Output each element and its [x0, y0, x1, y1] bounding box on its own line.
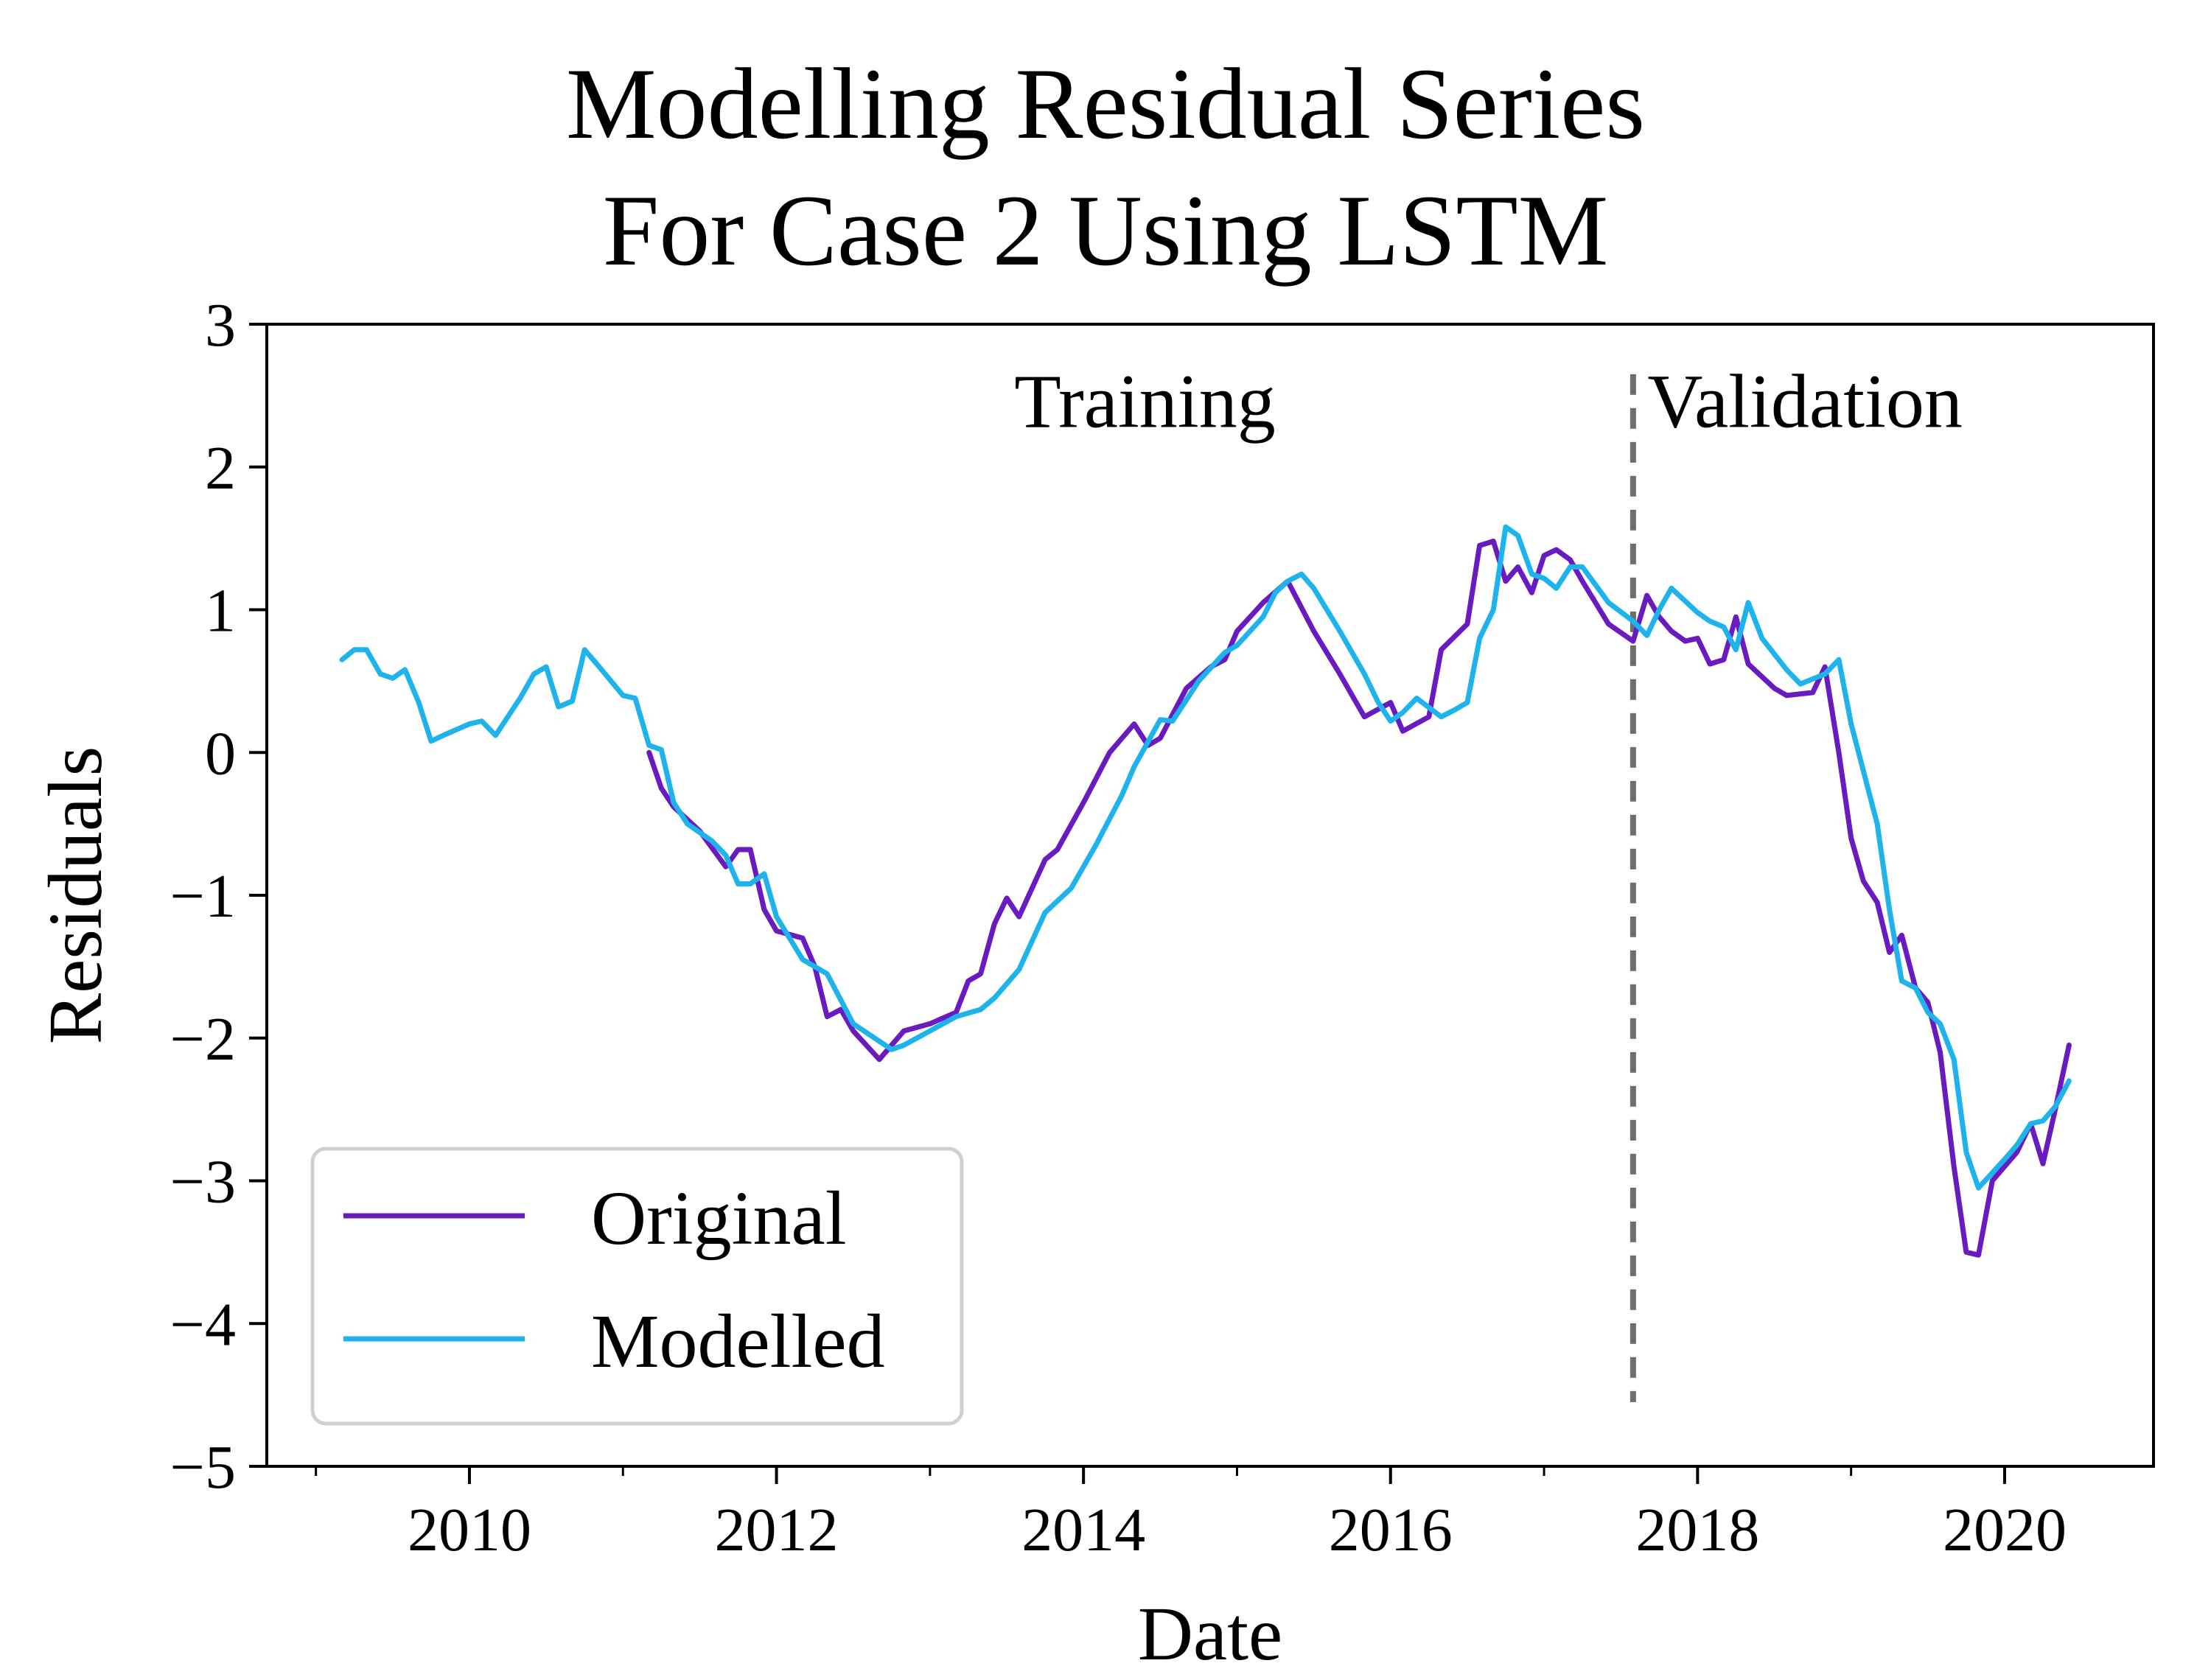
x-tick-label: 2020 [1943, 1496, 2067, 1564]
legend: Original Modelled [310, 1147, 964, 1426]
x-tick-label: 2014 [1021, 1496, 1145, 1564]
legend-label-original: Original [591, 1176, 847, 1261]
axes-layer: 2010 2012 2014 2016 2018 2020 3 2 1 0 −1 −2 −3 −4 −5 [170, 291, 2067, 1564]
annotation-training: Training [1014, 360, 1275, 444]
series-line-modelled [339, 524, 2072, 1191]
annotation-validation: Validation [1647, 360, 1962, 444]
y-tick-label: 1 [205, 577, 236, 645]
y-axis-label: Residuals [33, 746, 118, 1044]
y-tick-label: 0 [205, 719, 236, 788]
chart-title-line-2: For Case 2 Using LSTM [602, 174, 1609, 287]
x-tick-label: 2010 [408, 1496, 531, 1564]
legend-label-modelled: Modelled [591, 1299, 885, 1384]
x-axis-label: Date [1138, 1592, 1282, 1676]
x-tick-label: 2018 [1635, 1496, 1759, 1564]
y-tick-label: −3 [170, 1148, 236, 1217]
y-tick-label: −5 [170, 1433, 236, 1502]
y-tick-label: −4 [170, 1290, 236, 1359]
x-tick-label: 2012 [715, 1496, 839, 1564]
y-tick-label: 3 [205, 291, 236, 360]
chart-title: Modelling Residual Series For Case 2 Usi… [0, 41, 2211, 294]
x-tick-label: 2016 [1329, 1496, 1453, 1564]
series-line-original [646, 539, 2072, 1258]
y-tick-label: −2 [170, 1005, 236, 1074]
chart-title-line-1: Modelling Residual Series [565, 47, 1646, 160]
data-layer [339, 374, 2072, 1402]
y-tick-label: −1 [170, 862, 236, 931]
y-tick-label: 2 [205, 434, 236, 503]
